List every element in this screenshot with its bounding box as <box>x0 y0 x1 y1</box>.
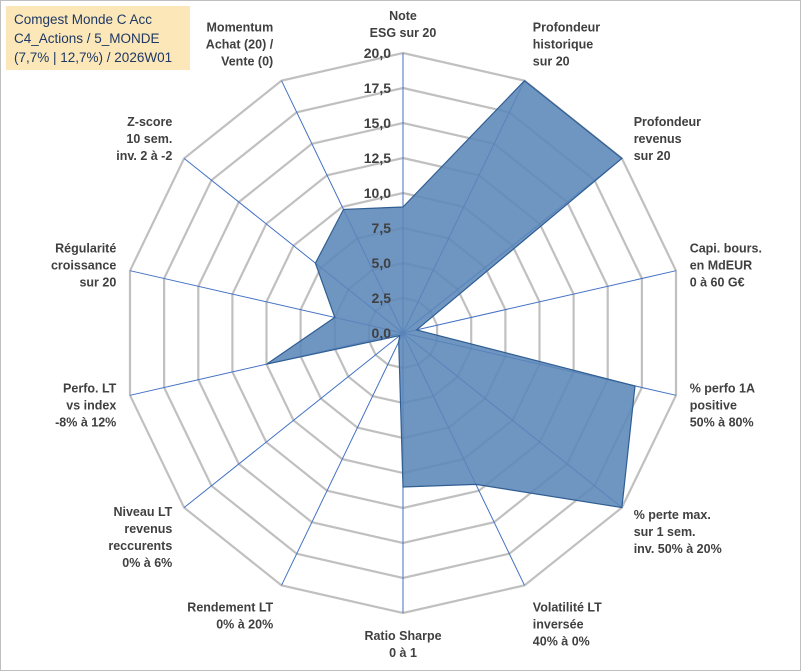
category-label-line: Note <box>389 9 417 23</box>
category-label-line: 50% à 80% <box>690 416 754 430</box>
category-label-line: Capi. bours. <box>690 241 762 255</box>
chart-title-box: Comgest Monde C Acc C4_Actions / 5_MONDE… <box>6 6 190 70</box>
category-label-line: Achat (20) / <box>206 38 274 52</box>
fund-category: C4_Actions / 5_MONDE <box>14 31 160 46</box>
category-label-line: vs index <box>66 399 116 413</box>
tick-label: 5,0 <box>372 255 392 271</box>
category-label-line: positive <box>690 399 737 413</box>
category-label: Rendement LT 0% à 20% <box>187 600 273 631</box>
category-label-line: Momentum <box>207 21 274 35</box>
category-label: Profondeur revenus sur 20 <box>634 115 701 163</box>
category-label: Capi. bours. en MdEUR 0 à 60 G€ <box>690 241 762 289</box>
tick-label: 7,5 <box>372 220 392 236</box>
category-label-line: sur 20 <box>79 275 116 289</box>
category-label: % perfo 1A positive 50% à 80% <box>690 382 755 430</box>
category-label: Niveau LT revenus reccurents 0% à 6% <box>108 505 172 570</box>
category-label-line: % perte max. <box>634 508 711 522</box>
tick-label: 2,5 <box>372 290 392 306</box>
category-label-line: Régularité <box>55 241 116 255</box>
category-label-line: sur 20 <box>634 149 671 163</box>
category-label-line: Niveau LT <box>113 505 172 519</box>
category-label-line: inv. 2 à -2 <box>116 149 172 163</box>
category-labels: Note ESG sur 20 Profondeur historique sur 20… <box>51 9 762 660</box>
category-label-line: revenus <box>124 522 172 536</box>
category-label-line: historique <box>533 38 593 52</box>
category-label-line: reccurents <box>108 539 172 553</box>
tick-label: 0,0 <box>372 325 392 341</box>
category-label: Régularité croissance sur 20 <box>51 241 116 289</box>
tick-label: 10,0 <box>364 185 391 201</box>
fund-name: Comgest Monde C Acc <box>14 12 153 27</box>
category-label: Z-score 10 sem. inv. 2 à -2 <box>116 115 172 163</box>
category-label: Perfo. LT vs index -8% à 12% <box>55 382 117 430</box>
category-label: Profondeur historique sur 20 <box>533 21 600 69</box>
category-label-line: Profondeur <box>634 115 701 129</box>
category-label-line: sur 20 <box>533 55 570 69</box>
tick-label: 12,5 <box>364 150 391 166</box>
axis-spoke <box>281 332 404 586</box>
category-label-line: 10 sem. <box>126 132 172 146</box>
category-label-line: Rendement LT <box>187 600 273 614</box>
radial-axis-ticks: 0,0 2,5 5,0 7,5 10,0 12,5 15,0 17,5 20,0 <box>364 45 391 341</box>
category-label-line: inv. 50% à 20% <box>634 542 722 556</box>
category-label-line: -8% à 12% <box>55 416 116 430</box>
category-label-line: croissance <box>51 258 116 272</box>
category-label-line: Volatilité LT <box>533 600 602 614</box>
tick-label: 17,5 <box>364 80 391 96</box>
tick-label: 20,0 <box>364 45 391 61</box>
category-label-line: 40% à 0% <box>533 634 590 648</box>
category-label-line: 0 à 1 <box>389 646 417 660</box>
category-label-line: Vente (0) <box>221 55 273 69</box>
radar-series <box>266 79 636 509</box>
category-label-line: 0% à 20% <box>216 617 273 631</box>
category-label-line: revenus <box>634 132 682 146</box>
axis-spoke <box>183 332 404 508</box>
category-label-line: sur 1 sem. <box>634 525 696 539</box>
category-label-line: % perfo 1A <box>690 382 755 396</box>
category-label-line: Ratio Sharpe <box>364 629 441 643</box>
category-label-line: Perfo. LT <box>63 382 117 396</box>
tick-label: 15,0 <box>364 115 391 131</box>
category-label-line: en MdEUR <box>690 258 753 272</box>
category-label-line: 0 à 60 G€ <box>690 275 745 289</box>
category-label: % perte max. sur 1 sem. inv. 50% à 20% <box>634 508 722 556</box>
category-label-line: 0% à 6% <box>122 556 172 570</box>
category-label-line: Profondeur <box>533 21 600 35</box>
category-label-line: inversée <box>533 617 584 631</box>
category-label: Momentum Achat (20) / Vente (0) <box>206 21 274 69</box>
category-label-line: Z-score <box>127 115 172 129</box>
category-label: Note ESG sur 20 <box>370 9 437 40</box>
series-area <box>266 79 636 509</box>
axis-spoke <box>402 270 677 334</box>
category-label: Ratio Sharpe 0 à 1 <box>364 629 441 660</box>
category-label-line: ESG sur 20 <box>370 26 437 40</box>
fund-stats: (7,7% | 12,7%) / 2026W01 <box>14 50 173 65</box>
category-label: Volatilité LT inversée 40% à 0% <box>533 600 602 648</box>
